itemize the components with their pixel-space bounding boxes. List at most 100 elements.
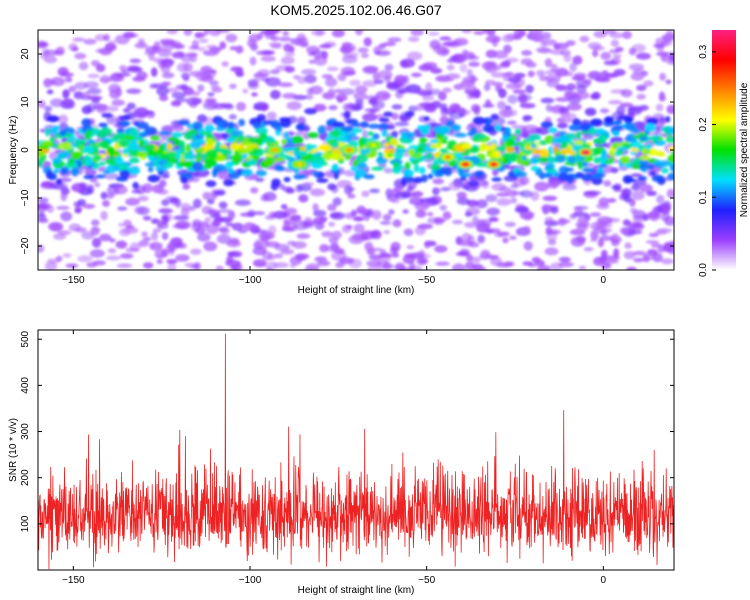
heatmap-cell xyxy=(275,253,283,259)
heatmap-cell xyxy=(231,222,244,231)
heatmap-cell xyxy=(195,133,205,140)
heatmap-cell xyxy=(77,199,86,207)
heatmap-cell xyxy=(515,203,525,209)
heatmap-cell xyxy=(490,72,507,78)
heatmap-cell xyxy=(355,85,368,94)
heatmap-cell xyxy=(569,62,577,72)
heatmap-cell xyxy=(171,91,186,99)
heatmap-cell xyxy=(359,148,371,155)
y-tick-label: −20 xyxy=(20,237,31,254)
heatmap-cell xyxy=(433,152,441,158)
heatmap-cell xyxy=(597,238,605,248)
heatmap-cell xyxy=(123,134,136,140)
heatmap-cell xyxy=(178,120,190,126)
heatmap-cell xyxy=(356,153,369,163)
heatmap-cell xyxy=(266,111,277,121)
heatmap-cell xyxy=(313,171,319,176)
heatmap-cell xyxy=(274,166,286,172)
heatmap-cell xyxy=(253,211,266,216)
heatmap-cell xyxy=(193,139,207,144)
heatmap-cell xyxy=(38,244,45,253)
heatmap-cell xyxy=(59,166,69,176)
heatmap-cell xyxy=(116,263,133,269)
heatmap-cell xyxy=(557,172,569,182)
heatmap-cell xyxy=(270,43,282,49)
heatmap-cell xyxy=(600,51,611,60)
heatmap-cell xyxy=(660,167,669,174)
heatmap-cell xyxy=(109,89,121,99)
heatmap-cell xyxy=(158,208,172,214)
heatmap-cell xyxy=(382,41,396,47)
heatmap-cell xyxy=(308,59,316,65)
heatmap-cell xyxy=(449,111,463,120)
heatmap-cell xyxy=(612,130,620,137)
heatmap-cell xyxy=(462,172,471,178)
heatmap-cell xyxy=(534,181,550,192)
heatmap-cell xyxy=(407,36,420,43)
heatmap-cell xyxy=(422,95,435,101)
heatmap-cell xyxy=(172,123,184,132)
heatmap-cell xyxy=(645,240,660,244)
heatmap-cell xyxy=(319,216,328,221)
heatmap-cell xyxy=(229,237,240,244)
heatmap-cell xyxy=(631,183,640,191)
heatmap-cell xyxy=(350,127,363,134)
heatmap-cell xyxy=(108,40,117,45)
heatmap-cell xyxy=(385,188,393,198)
heatmap-cell xyxy=(545,230,559,235)
heatmap-cell xyxy=(657,246,666,253)
heatmap-cell xyxy=(610,39,620,47)
heatmap-cell xyxy=(403,228,414,237)
heatmap-cell xyxy=(60,211,73,222)
heatmap-cell xyxy=(260,55,276,62)
heatmap-cell xyxy=(547,156,556,164)
heatmap-cell xyxy=(128,166,141,175)
heatmap-cell xyxy=(205,97,217,104)
heatmap-cell xyxy=(161,81,172,87)
y-tick-label: 100 xyxy=(20,515,31,532)
heatmap-cell xyxy=(270,35,280,42)
heatmap-cell xyxy=(531,32,543,40)
heatmap-cell xyxy=(94,34,107,42)
heatmap-cell xyxy=(468,61,481,67)
heatmap-cell xyxy=(459,248,471,257)
heatmap-cell xyxy=(148,156,156,162)
heatmap-cell xyxy=(363,211,370,222)
heatmap-cell xyxy=(642,253,656,261)
heatmap-cell xyxy=(608,157,615,163)
heatmap-cell xyxy=(161,232,169,241)
heatmap-cell xyxy=(497,231,510,237)
heatmap-cell xyxy=(173,215,190,221)
heatmap-cell xyxy=(106,158,118,166)
heatmap-cell xyxy=(592,49,599,58)
heatmap-cell xyxy=(662,210,670,215)
heatmap-cell xyxy=(555,67,569,77)
heatmap-cell xyxy=(307,152,313,161)
heatmap-cell xyxy=(576,84,587,94)
heatmap-cell xyxy=(597,216,613,225)
heatmap-cell xyxy=(505,71,514,78)
heatmap-cell xyxy=(622,30,632,40)
heatmap-cell xyxy=(83,81,99,89)
heatmap-cell xyxy=(325,244,341,253)
heatmap-cell xyxy=(440,49,450,55)
heatmap-cell xyxy=(367,131,374,137)
heatmap-cell xyxy=(461,49,469,57)
heatmap-cell xyxy=(235,45,244,54)
heatmap-cell xyxy=(283,176,291,183)
heatmap-cell xyxy=(106,193,115,199)
heatmap-cell xyxy=(113,185,128,195)
heatmap-cell xyxy=(379,252,392,258)
heatmap-cell xyxy=(388,209,395,215)
heatmap-cell xyxy=(507,120,517,125)
heatmap-cell xyxy=(418,249,426,260)
heatmap-cell xyxy=(283,146,296,152)
heatmap-cell xyxy=(394,191,410,200)
heatmap-cell xyxy=(106,255,122,261)
heatmap-cell xyxy=(136,122,149,130)
heatmap-cell xyxy=(381,129,388,137)
heatmap-cell xyxy=(482,61,495,70)
heatmap-cell xyxy=(92,260,106,266)
heatmap-cell xyxy=(50,76,66,87)
